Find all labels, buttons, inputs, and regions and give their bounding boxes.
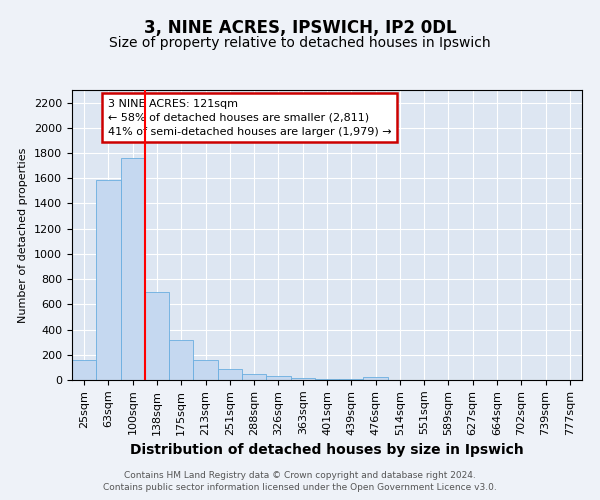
Text: 3, NINE ACRES, IPSWICH, IP2 0DL: 3, NINE ACRES, IPSWICH, IP2 0DL bbox=[143, 18, 457, 36]
Bar bbox=[145, 292, 169, 380]
Bar bbox=[242, 374, 266, 380]
Text: 3 NINE ACRES: 121sqm
← 58% of detached houses are smaller (2,811)
41% of semi-de: 3 NINE ACRES: 121sqm ← 58% of detached h… bbox=[108, 98, 391, 136]
Bar bbox=[72, 360, 96, 380]
Bar bbox=[218, 370, 242, 380]
Bar bbox=[266, 376, 290, 380]
Text: Contains HM Land Registry data © Crown copyright and database right 2024.: Contains HM Land Registry data © Crown c… bbox=[124, 472, 476, 480]
Bar bbox=[193, 360, 218, 380]
X-axis label: Distribution of detached houses by size in Ipswich: Distribution of detached houses by size … bbox=[130, 443, 524, 457]
Bar bbox=[169, 340, 193, 380]
Bar bbox=[364, 378, 388, 380]
Text: Size of property relative to detached houses in Ipswich: Size of property relative to detached ho… bbox=[109, 36, 491, 50]
Bar bbox=[290, 378, 315, 380]
Bar bbox=[96, 180, 121, 380]
Bar bbox=[121, 158, 145, 380]
Text: Contains public sector information licensed under the Open Government Licence v3: Contains public sector information licen… bbox=[103, 484, 497, 492]
Y-axis label: Number of detached properties: Number of detached properties bbox=[19, 148, 28, 322]
Bar bbox=[315, 378, 339, 380]
